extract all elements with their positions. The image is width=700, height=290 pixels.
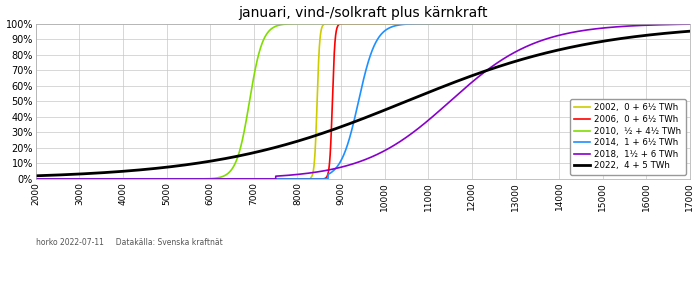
2006,  0 + 6½ TWh — [377, 22, 385, 25]
2014,  1 + 6½ TWh — [351, 113, 360, 116]
2006,  0 + 6½ TWh — [34, 177, 43, 181]
2010,  ½ + 4½ TWh — [160, 177, 168, 181]
Line: 2022,  4 + 5 TWh: 2022, 4 + 5 TWh — [36, 31, 690, 176]
2014,  1 + 6½ TWh — [160, 177, 168, 181]
2022,  4 + 5 TWh — [32, 174, 40, 177]
2006,  0 + 6½ TWh — [160, 177, 168, 181]
2006,  0 + 6½ TWh — [686, 22, 694, 25]
2002,  0 + 6½ TWh — [71, 177, 79, 181]
2002,  0 + 6½ TWh — [686, 22, 694, 25]
2014,  1 + 6½ TWh — [675, 22, 683, 25]
2002,  0 + 6½ TWh — [32, 177, 40, 181]
2022,  4 + 5 TWh — [351, 120, 360, 123]
2010,  ½ + 4½ TWh — [651, 22, 659, 25]
2010,  ½ + 4½ TWh — [71, 177, 79, 181]
2002,  0 + 6½ TWh — [34, 177, 43, 181]
2014,  1 + 6½ TWh — [686, 22, 694, 25]
2018,  1½ + 6 TWh — [34, 177, 43, 181]
2002,  0 + 6½ TWh — [361, 22, 370, 25]
Line: 2014,  1 + 6½ TWh: 2014, 1 + 6½ TWh — [36, 23, 690, 179]
2002,  0 + 6½ TWh — [651, 22, 659, 25]
2010,  ½ + 4½ TWh — [32, 177, 40, 181]
2006,  0 + 6½ TWh — [651, 22, 659, 25]
2002,  0 + 6½ TWh — [351, 22, 360, 25]
2010,  ½ + 4½ TWh — [351, 22, 360, 25]
2022,  4 + 5 TWh — [59, 173, 67, 177]
2018,  1½ + 6 TWh — [651, 23, 659, 27]
2018,  1½ + 6 TWh — [71, 177, 79, 181]
2006,  0 + 6½ TWh — [32, 177, 40, 181]
2022,  4 + 5 TWh — [71, 173, 79, 176]
2006,  0 + 6½ TWh — [351, 22, 360, 25]
2018,  1½ + 6 TWh — [351, 161, 360, 165]
2010,  ½ + 4½ TWh — [34, 177, 43, 181]
2018,  1½ + 6 TWh — [32, 177, 40, 181]
Line: 2006,  0 + 6½ TWh: 2006, 0 + 6½ TWh — [36, 23, 690, 179]
Line: 2018,  1½ + 6 TWh: 2018, 1½ + 6 TWh — [36, 24, 690, 179]
2006,  0 + 6½ TWh — [59, 177, 67, 181]
Text: horko 2022-07-11     Datakälla: Svenska kraftnät: horko 2022-07-11 Datakälla: Svenska kraf… — [36, 238, 223, 247]
Line: 2010,  ½ + 4½ TWh: 2010, ½ + 4½ TWh — [36, 23, 690, 179]
2022,  4 + 5 TWh — [686, 30, 694, 33]
2010,  ½ + 4½ TWh — [686, 22, 694, 25]
2006,  0 + 6½ TWh — [71, 177, 79, 181]
Title: januari, vind-/solkraft plus kärnkraft: januari, vind-/solkraft plus kärnkraft — [238, 6, 488, 19]
2018,  1½ + 6 TWh — [59, 177, 67, 181]
2022,  4 + 5 TWh — [34, 174, 43, 177]
Line: 2002,  0 + 6½ TWh: 2002, 0 + 6½ TWh — [36, 23, 690, 179]
2002,  0 + 6½ TWh — [59, 177, 67, 181]
2002,  0 + 6½ TWh — [160, 177, 168, 181]
2022,  4 + 5 TWh — [651, 32, 659, 36]
2010,  ½ + 4½ TWh — [59, 177, 67, 181]
2014,  1 + 6½ TWh — [34, 177, 43, 181]
2018,  1½ + 6 TWh — [160, 177, 168, 181]
2014,  1 + 6½ TWh — [71, 177, 79, 181]
2014,  1 + 6½ TWh — [59, 177, 67, 181]
2018,  1½ + 6 TWh — [686, 22, 694, 26]
2014,  1 + 6½ TWh — [651, 22, 659, 25]
2010,  ½ + 4½ TWh — [486, 22, 494, 25]
Legend: 2002,  0 + 6½ TWh, 2006,  0 + 6½ TWh, 2010,  ½ + 4½ TWh, 2014,  1 + 6½ TWh, 2018: 2002, 0 + 6½ TWh, 2006, 0 + 6½ TWh, 2010… — [570, 99, 685, 175]
2014,  1 + 6½ TWh — [32, 177, 40, 181]
2022,  4 + 5 TWh — [160, 166, 168, 169]
